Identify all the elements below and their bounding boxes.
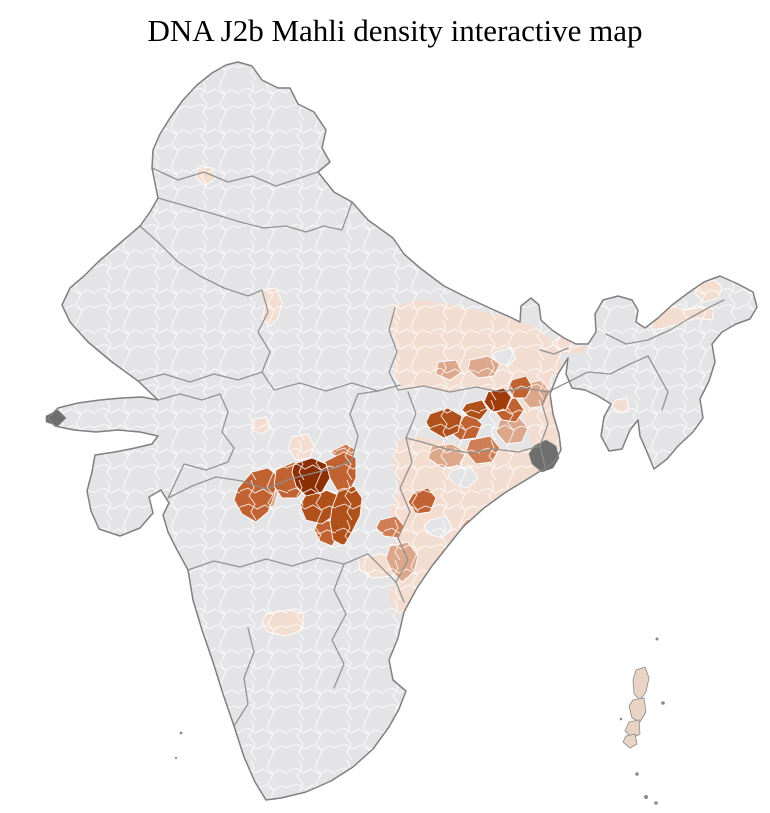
state-border-line (388, 307, 567, 393)
state-border-line (273, 382, 401, 392)
andaman-island[interactable] (624, 719, 641, 739)
lakshadweep-dot (179, 731, 183, 735)
state-border-line (167, 459, 353, 499)
state-borders (137, 167, 725, 727)
map-title: DNA J2b Mahli density interactive map (147, 13, 642, 48)
state-border-line (187, 553, 397, 727)
small-islands (174, 637, 665, 805)
state-border-line (157, 197, 353, 233)
andaman-island[interactable] (622, 733, 638, 749)
lakshadweep-dot (174, 756, 178, 760)
island-dot (654, 801, 658, 805)
state-border-line (151, 167, 319, 187)
andaman-island[interactable] (632, 666, 650, 701)
state-border-line (349, 390, 379, 461)
andaman-island[interactable] (628, 697, 647, 723)
state-border-line (539, 299, 725, 411)
island-dot (661, 701, 665, 705)
andaman-islands[interactable] (622, 666, 650, 749)
state-border-line (137, 371, 263, 383)
india-outer-border (47, 61, 758, 801)
state-border-line (139, 225, 263, 297)
island-dot (644, 795, 648, 799)
island-dot (619, 717, 623, 721)
island-dot (655, 637, 659, 641)
island-dot (635, 772, 639, 776)
state-border-line (257, 289, 275, 391)
state-border-line (157, 393, 235, 499)
district-borders-texture (48, 62, 757, 800)
state-border-line (395, 391, 549, 603)
